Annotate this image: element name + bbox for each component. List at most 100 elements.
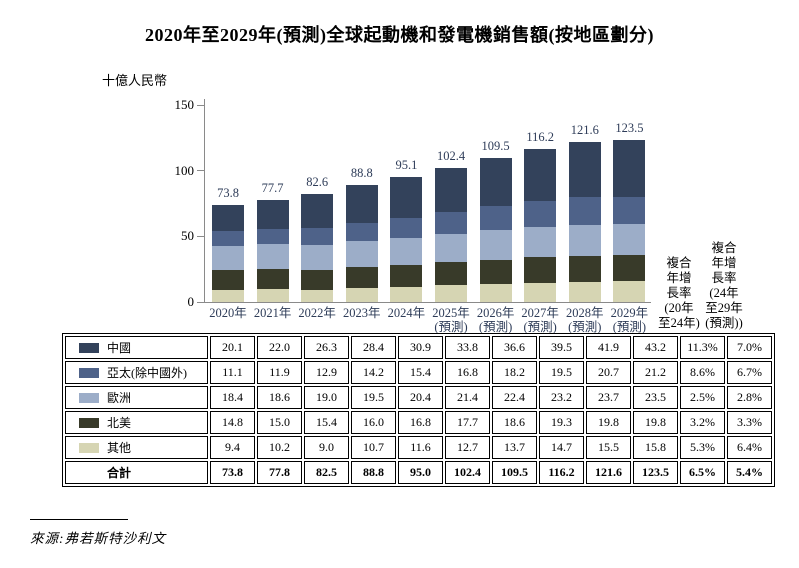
bar-segment-北美 (345, 266, 378, 288)
bar-total-label: 82.6 (306, 174, 329, 189)
table-cell: 21.4 (445, 386, 490, 409)
bar-segment-中國 (524, 149, 557, 202)
table-cell: 2.8% (727, 386, 772, 409)
table-cell: 21.2 (633, 361, 678, 384)
table-cell: 123.5 (633, 461, 678, 484)
cagr-header-20-24: 複合 年增 長率 (20年 至24年) (658, 256, 700, 330)
table-cell: 7.0% (727, 336, 772, 359)
table-cell: 33.8 (445, 336, 490, 359)
table-row-label-cell: 合計 (65, 461, 208, 484)
table-cell: 19.5 (351, 386, 396, 409)
y-axis-tick-label: 100 (174, 162, 195, 178)
table-cell: 5.3% (680, 436, 725, 459)
bar-segment-中國 (479, 158, 512, 207)
table-cell: 36.6 (492, 336, 537, 359)
y-axis-tick-label: 0 (187, 294, 195, 309)
bar-segment-北美 (301, 269, 334, 291)
y-axis-tick-label: 150 (174, 97, 195, 112)
table-row-label: 歐洲 (107, 391, 132, 405)
y-axis-tick (197, 170, 204, 172)
table-cell: 102.4 (445, 461, 490, 484)
bar-segment-歐洲 (613, 224, 646, 256)
table-cell: 19.8 (586, 411, 631, 434)
x-axis-category-label: 2025年 (預測) (432, 306, 470, 334)
bar-segment-亞太(除中國外) (613, 196, 646, 225)
bar-column: 121.6 2028年 (預測) (566, 123, 604, 334)
bar-stack (390, 177, 423, 302)
table-row-label: 合計 (107, 466, 132, 480)
bar-column: 82.6 2022年 (298, 175, 336, 320)
bar-segment-亞太(除中國外) (524, 201, 557, 227)
y-axis-tick (197, 104, 204, 106)
table-cell: 11.3% (680, 336, 725, 359)
table-row: 歐洲 18.4 18.6 19.0 19.5 20.4 21.4 22.4 23.2 23.7 23… (65, 386, 772, 409)
bar-segment-歐洲 (301, 245, 334, 270)
table-row-label-cell: 亞太(除中國外) (65, 361, 208, 384)
legend-swatch (79, 392, 99, 403)
table-cell: 6.5% (680, 461, 725, 484)
table-cell: 9.0 (304, 436, 349, 459)
table-cell: 18.2 (492, 361, 537, 384)
table-cell: 22.4 (492, 386, 537, 409)
x-axis-category-label: 2023年 (343, 306, 381, 320)
table-cell: 15.4 (398, 361, 443, 384)
bar-segment-北美 (479, 259, 512, 284)
bar-segment-亞太(除中國外) (390, 217, 423, 238)
x-axis-category-label: 2024年 (387, 306, 426, 320)
table-cell: 11.1 (210, 361, 255, 384)
bar-segment-中國 (613, 139, 646, 197)
bar-segment-歐洲 (390, 237, 423, 265)
x-axis-category-label: 2022年 (298, 306, 336, 320)
source-note: 來源:弗若斯特沙利文 (30, 531, 166, 546)
sales-table-body: 中國 20.1 22.0 26.3 28.4 30.9 33.8 36.6 39.5 41.9 43… (65, 336, 772, 484)
table-row-label: 其他 (107, 441, 132, 455)
bar-segment-中國 (212, 205, 244, 232)
bar-total-label: 102.4 (436, 148, 466, 163)
table-cell: 19.8 (633, 411, 678, 434)
table-cell: 2.5% (680, 386, 725, 409)
table-cell: 109.5 (492, 461, 537, 484)
table-cell: 11.6 (398, 436, 443, 459)
bar-column: 123.5 2029年 (預測) (611, 121, 649, 334)
bar-total-label: 123.5 (615, 120, 644, 135)
table-cell: 73.8 (210, 461, 255, 484)
table-cell: 11.9 (257, 361, 302, 384)
table-cell: 77.8 (257, 461, 302, 484)
x-axis-category-label: 2027年 (預測) (521, 306, 559, 334)
bar-segment-亞太(除中國外) (435, 211, 467, 234)
legend-swatch (79, 442, 99, 453)
bar-segment-其他 (212, 289, 244, 302)
table-cell: 43.2 (633, 336, 678, 359)
bar-segment-亞太(除中國外) (345, 222, 378, 242)
page-title: 2020年至2029年(預測)全球起動機和發電機銷售額(按地區劃分) (145, 25, 654, 45)
table-cell: 116.2 (539, 461, 584, 484)
bar-segment-其他 (613, 281, 646, 302)
legend-swatch (79, 367, 99, 378)
bar-segment-歐洲 (479, 230, 512, 260)
bar-column: 109.5 2026年 (預測) (477, 139, 515, 334)
bar-segment-北美 (212, 270, 244, 290)
table-cell: 28.4 (351, 336, 396, 359)
bar-stack (212, 205, 244, 302)
bar-segment-其他 (524, 282, 557, 302)
table-cell: 18.6 (492, 411, 537, 434)
table-cell: 15.0 (257, 411, 302, 434)
table-row-label: 亞太(除中國外) (107, 366, 187, 380)
table-cell: 39.5 (539, 336, 584, 359)
table-row-label-cell: 北美 (65, 411, 208, 434)
table-cell: 15.4 (304, 411, 349, 434)
y-axis-line (204, 99, 205, 303)
table-cell: 16.8 (398, 411, 443, 434)
bar-total-label: 73.8 (217, 186, 239, 201)
x-axis-category-label: 2021年 (253, 306, 292, 320)
table-cell: 19.0 (304, 386, 349, 409)
table-cell: 3.3% (727, 411, 772, 434)
bar-segment-亞太(除中國外) (568, 197, 601, 225)
bar-segment-北美 (568, 255, 601, 282)
bar-total-label: 121.6 (570, 123, 599, 138)
table-row: 北美 14.8 15.0 15.4 16.0 16.8 17.7 18.6 19.3 19.8 19… (65, 411, 772, 434)
bar-stack (345, 185, 378, 302)
table-cell: 23.7 (586, 386, 631, 409)
table-cell: 6.7% (727, 361, 772, 384)
table-cell: 16.8 (445, 361, 490, 384)
